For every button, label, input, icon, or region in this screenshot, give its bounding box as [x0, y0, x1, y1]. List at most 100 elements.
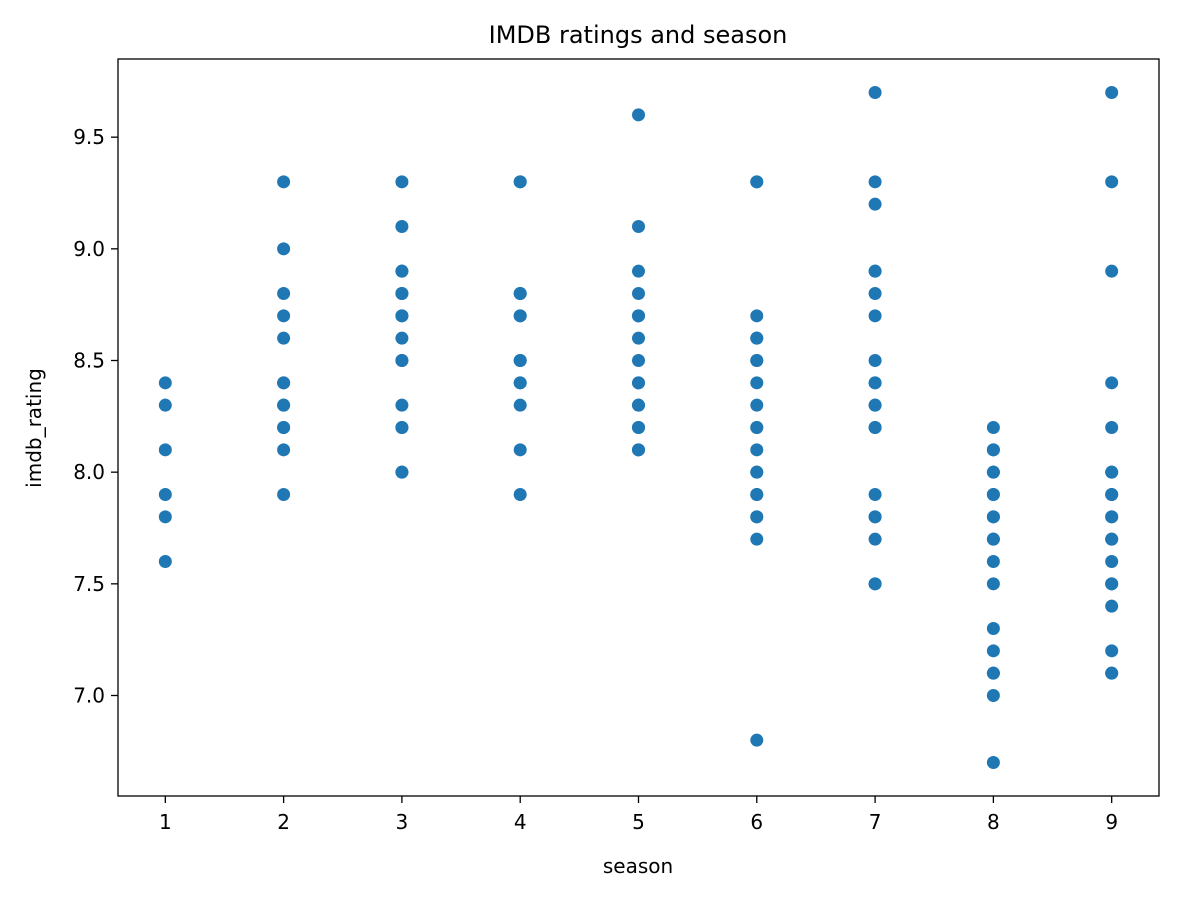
- scatter-point: [750, 354, 764, 367]
- scatter-point: [868, 421, 882, 434]
- scatter-point: [277, 443, 291, 457]
- scatter-point: [632, 108, 645, 122]
- scatter-point: [750, 488, 764, 501]
- scatter-point: [1105, 666, 1119, 680]
- scatter-point: [632, 264, 645, 278]
- scatter-point: [395, 465, 409, 479]
- scatter-point: [395, 421, 409, 434]
- scatter-point: [986, 577, 1000, 591]
- y-tick-label: 9.0: [73, 237, 105, 261]
- scatter-point: [750, 421, 764, 434]
- scatter-point: [986, 421, 1000, 434]
- scatter-point: [513, 287, 527, 300]
- scatter-point: [277, 287, 291, 300]
- y-axis: 7.0 7.5 8.0 8.5 9.0 9.5: [73, 125, 118, 708]
- scatter-point: [632, 287, 645, 300]
- y-tick-label: 7.5: [73, 572, 105, 596]
- scatter-point: [277, 488, 291, 501]
- scatter-point: [868, 577, 882, 591]
- scatter-point: [632, 421, 645, 434]
- scatter-point: [868, 488, 882, 501]
- x-axis: 1 2 3 4 5 6 7 8 9: [159, 796, 1118, 834]
- scatter-point: [1105, 644, 1119, 658]
- x-tick-label: 7: [869, 810, 882, 834]
- scatter-point: [632, 220, 645, 233]
- scatter-point: [868, 376, 882, 390]
- scatter-point: [158, 376, 172, 390]
- scatter-point: [1105, 465, 1119, 479]
- scatter-point: [750, 398, 764, 412]
- scatter-point: [868, 287, 882, 300]
- chart-title: IMDB ratings and season: [489, 21, 788, 49]
- scatter-point: [158, 555, 172, 568]
- scatter-point: [868, 175, 882, 189]
- x-tick-label: 4: [514, 810, 527, 834]
- x-tick-label: 1: [159, 810, 172, 834]
- scatter-point: [1105, 488, 1119, 501]
- scatter-point: [986, 756, 1000, 769]
- scatter-point: [632, 398, 645, 412]
- scatter-point: [513, 443, 527, 457]
- scatter-point: [868, 86, 882, 99]
- scatter-point: [1105, 175, 1119, 189]
- scatter-point: [632, 376, 645, 390]
- scatter-point: [277, 331, 291, 345]
- scatter-point: [158, 398, 172, 412]
- y-tick-label: 8.0: [73, 460, 105, 484]
- scatter-point: [395, 264, 409, 278]
- x-tick-label: 2: [277, 810, 290, 834]
- scatter-point: [750, 175, 764, 189]
- scatter-point: [395, 398, 409, 412]
- y-axis-label: imdb_rating: [22, 368, 46, 488]
- scatter-point: [986, 510, 1000, 524]
- y-tick-label: 8.5: [73, 349, 105, 373]
- scatter-point: [868, 532, 882, 546]
- scatter-point: [395, 331, 409, 345]
- scatter-point: [868, 354, 882, 367]
- scatter-point: [1105, 599, 1119, 613]
- scatter-point: [632, 331, 645, 345]
- scatter-point: [750, 376, 764, 390]
- scatter-point: [513, 175, 527, 189]
- scatter-point: [158, 510, 172, 524]
- scatter-point: [395, 309, 409, 323]
- scatter-point: [750, 443, 764, 457]
- scatter-point: [1105, 264, 1119, 278]
- scatter-point: [986, 644, 1000, 658]
- y-tick-label: 7.0: [73, 684, 105, 708]
- scatter-point: [513, 354, 527, 367]
- x-tick-label: 9: [1105, 810, 1118, 834]
- scatter-point: [986, 555, 1000, 568]
- scatter-point: [277, 376, 291, 390]
- x-tick-label: 5: [632, 810, 645, 834]
- scatter-point: [750, 532, 764, 546]
- scatter-point: [986, 622, 1000, 635]
- scatter-point: [395, 175, 409, 189]
- scatter-point: [750, 331, 764, 345]
- scatter-point: [986, 488, 1000, 501]
- scatter-point: [868, 398, 882, 412]
- x-axis-label: season: [603, 854, 673, 878]
- scatter-point: [277, 421, 291, 434]
- scatter-point: [395, 354, 409, 367]
- scatter-point: [1105, 555, 1119, 568]
- scatter-point: [986, 532, 1000, 546]
- scatter-point: [1105, 86, 1119, 99]
- scatter-point: [277, 175, 291, 189]
- scatter-point: [632, 309, 645, 323]
- points-layer: [158, 86, 1119, 769]
- scatter-point: [1105, 421, 1119, 434]
- scatter-point: [277, 309, 291, 323]
- scatter-point: [750, 465, 764, 479]
- y-tick-label: 9.5: [73, 125, 105, 149]
- scatter-point: [1105, 376, 1119, 390]
- scatter-point: [395, 220, 409, 233]
- scatter-point: [277, 398, 291, 412]
- scatter-point: [986, 465, 1000, 479]
- scatter-point: [513, 398, 527, 412]
- x-tick-label: 3: [396, 810, 409, 834]
- scatter-point: [986, 666, 1000, 680]
- scatter-point: [1105, 510, 1119, 524]
